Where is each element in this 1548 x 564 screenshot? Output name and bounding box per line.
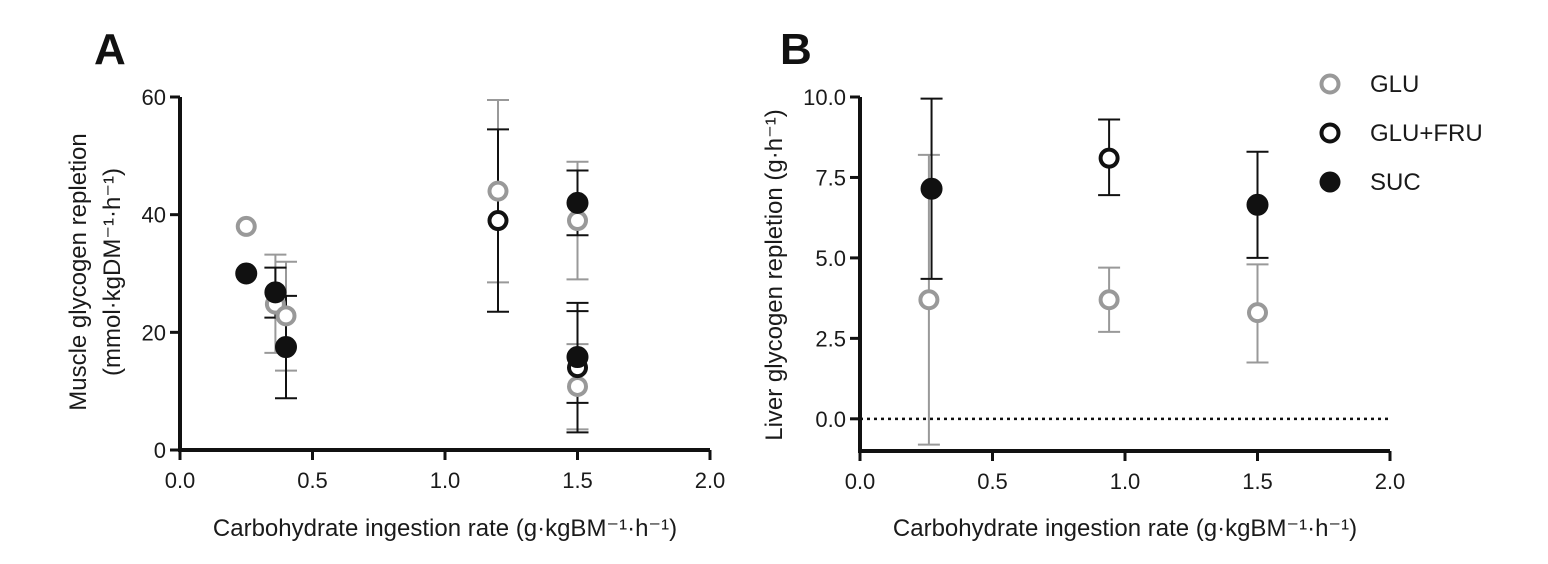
panel-a-y-axis-title-line2: (mmol·kgDM⁻¹·h⁻¹) <box>99 168 126 376</box>
x-tick-label: 0.0 <box>845 469 876 494</box>
data-point <box>567 210 588 232</box>
data-point <box>275 305 297 327</box>
data-point <box>235 262 258 285</box>
y-tick-label: 2.5 <box>815 326 846 351</box>
panel-b-x-axis-title: Carbohydrate ingestion rate (g·kgBM⁻¹·h⁻… <box>893 515 1357 542</box>
x-tick-label: 1.5 <box>562 468 593 493</box>
panel-a-marks <box>235 98 589 434</box>
panel-a-y-axis-title-line1: Muscle glycogen repletion <box>65 133 92 411</box>
data-point <box>487 210 509 232</box>
data-point <box>1246 193 1269 216</box>
legend-label: GLU <box>1370 71 1419 98</box>
data-point <box>1247 302 1268 324</box>
x-tick-label: 1.5 <box>1242 469 1273 494</box>
x-tick-label: 0.0 <box>165 468 196 493</box>
legend-item: SUC <box>1319 169 1421 196</box>
panel-b: B 0.0 0.5 1.0 1.5 2.0 0.0 2.5 5.0 7.5 10.0 Carboh… <box>761 25 1405 542</box>
x-tick-label: 1.0 <box>430 468 461 493</box>
y-tick-label: 7.5 <box>815 165 846 190</box>
panel-a: A 0.0 0.5 1.0 1.5 2.0 0 20 40 60 Carbohydrate in… <box>65 25 725 542</box>
legend-label: GLU+FRU <box>1370 120 1483 147</box>
data-point <box>275 336 297 359</box>
x-tick-label: 2.0 <box>695 468 726 493</box>
panel-b-y-axis-title: Liver glycogen repletion (g·h⁻¹) <box>761 109 788 441</box>
panel-a-ticks: 0.0 0.5 1.0 1.5 2.0 0 20 40 60 <box>142 85 726 493</box>
legend-marker <box>1319 171 1341 193</box>
panel-a-axes <box>178 97 710 452</box>
data-point <box>235 215 257 237</box>
panel-a-label: A <box>94 25 126 74</box>
data-point <box>487 180 509 202</box>
data-point <box>566 191 589 214</box>
data-point <box>566 346 589 369</box>
y-tick-label: 5.0 <box>815 246 846 271</box>
panel-b-marks <box>917 97 1269 446</box>
y-tick-label: 60 <box>142 85 166 110</box>
y-tick-label: 20 <box>142 320 166 345</box>
legend: GLU GLU+FRU SUC <box>1319 71 1483 196</box>
x-tick-label: 0.5 <box>297 468 328 493</box>
legend-item: GLU+FRU <box>1319 120 1483 147</box>
panel-b-axes <box>858 97 1390 453</box>
panel-a-x-axis-title: Carbohydrate ingestion rate (g·kgBM⁻¹·h⁻… <box>213 515 677 542</box>
x-tick-label: 2.0 <box>1375 469 1406 494</box>
x-tick-label: 0.5 <box>977 469 1008 494</box>
y-tick-label: 40 <box>142 203 166 228</box>
y-tick-label: 0.0 <box>815 407 846 432</box>
panel-b-ticks: 0.0 0.5 1.0 1.5 2.0 0.0 2.5 5.0 7.5 10.0 <box>803 85 1405 494</box>
x-tick-label: 1.0 <box>1110 469 1141 494</box>
data-point <box>1098 289 1120 311</box>
data-point <box>567 375 588 397</box>
data-point <box>264 281 287 304</box>
data-point <box>918 289 940 311</box>
legend-item: GLU <box>1319 71 1419 98</box>
data-point <box>920 177 943 200</box>
panel-b-label: B <box>780 25 812 74</box>
y-tick-label: 0 <box>154 438 166 463</box>
legend-marker <box>1319 122 1341 144</box>
data-point <box>1098 147 1120 169</box>
y-tick-label: 10.0 <box>803 85 846 110</box>
legend-label: SUC <box>1370 169 1421 196</box>
legend-marker <box>1319 73 1341 95</box>
